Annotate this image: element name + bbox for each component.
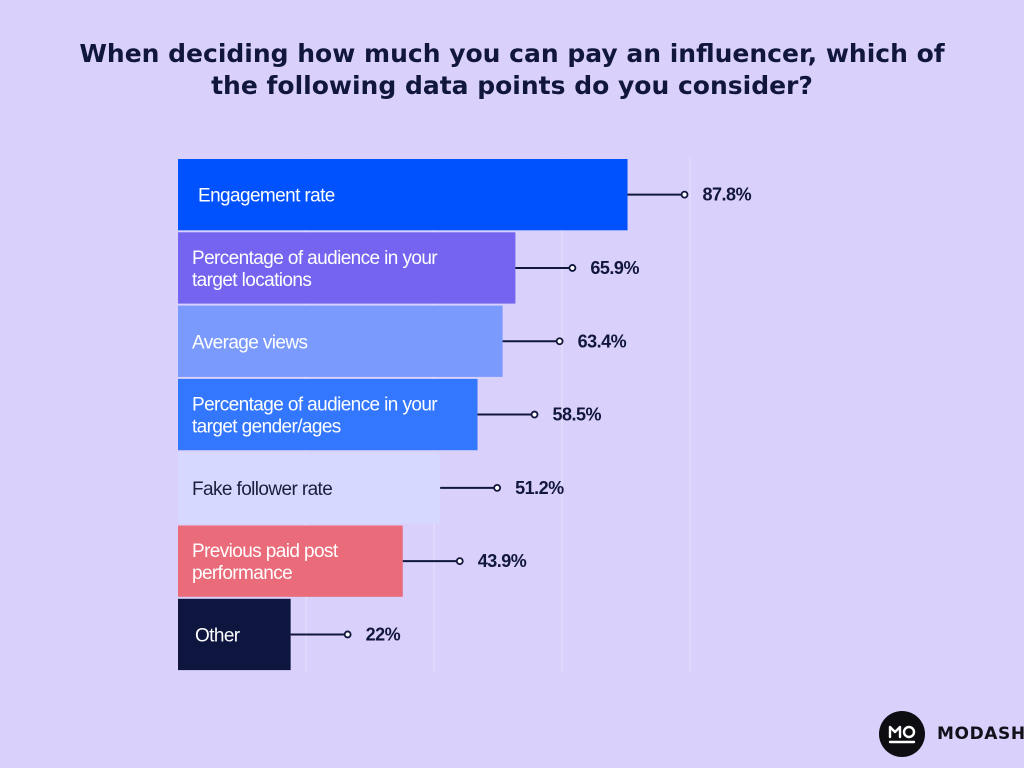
connector-dot	[530, 410, 539, 419]
value-label: 87.8%	[703, 185, 752, 205]
bar	[178, 452, 441, 524]
chart-title: When deciding how much you can pay an in…	[60, 38, 964, 102]
connector-dot	[455, 557, 464, 566]
title-line-1: When deciding how much you can pay an in…	[79, 39, 945, 68]
bar-label: Percentage of audience in your target loc…	[192, 248, 438, 291]
value-label: 63.4%	[578, 331, 627, 351]
bar	[178, 525, 403, 597]
value-label: 22%	[366, 624, 401, 644]
bar	[178, 159, 628, 231]
bar	[178, 305, 503, 377]
value-label: 58.5%	[553, 405, 602, 425]
bar-label: Previous paid post performance	[192, 541, 339, 584]
bar	[178, 598, 291, 671]
connector-dot	[493, 483, 502, 492]
bar-label: Average views	[192, 332, 308, 353]
bar	[178, 378, 478, 451]
title-line-2: the following data points do you conside…	[211, 71, 813, 100]
brand-logo: MODASH	[879, 711, 1024, 757]
value-label: 43.9%	[478, 551, 527, 571]
brand-name: MODASH	[937, 724, 1024, 744]
bar-label: Other	[195, 625, 241, 646]
connector-dot	[555, 337, 564, 346]
bar	[178, 232, 516, 304]
bar-label: Engagement rate	[198, 186, 335, 207]
connector-dot	[343, 630, 352, 639]
bar-label: Percentage of audience in your target gen…	[192, 395, 438, 438]
connector-dot	[568, 264, 577, 272]
bar-label: Fake follower rate	[192, 479, 332, 500]
value-label: 65.9%	[590, 258, 639, 278]
value-label: 51.2%	[515, 478, 564, 498]
connector-dot	[680, 190, 689, 199]
modash-logo-icon	[879, 711, 925, 757]
